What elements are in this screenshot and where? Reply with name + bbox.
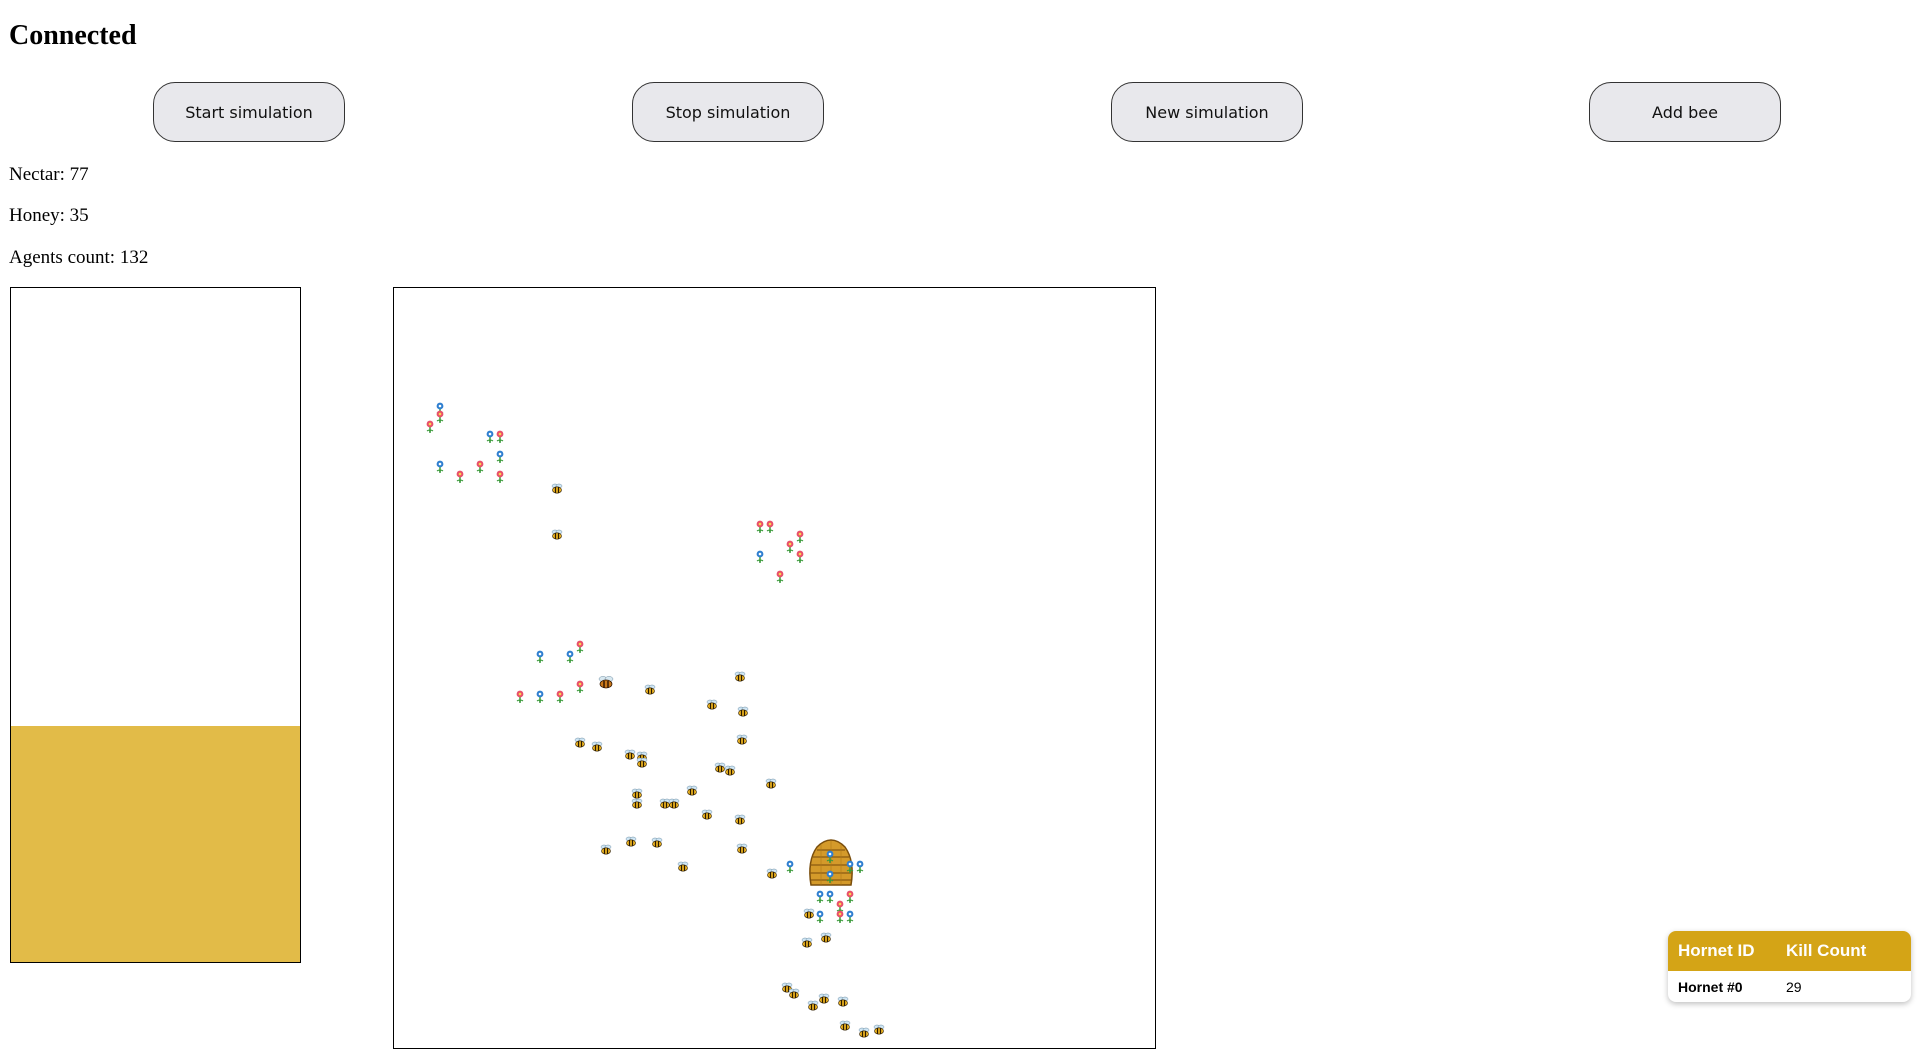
bee-icon — [807, 1000, 819, 1011]
flower-icon — [475, 459, 485, 474]
bee-icon — [706, 699, 718, 710]
new-simulation-button[interactable]: New simulation — [1111, 82, 1303, 142]
bee-icon — [873, 1024, 885, 1035]
bee-icon — [625, 836, 637, 847]
bee-icon — [788, 988, 800, 999]
flower-icon — [565, 649, 575, 664]
flower-icon — [495, 449, 505, 464]
flower-icon — [755, 549, 765, 564]
honey-level-fill — [11, 726, 300, 962]
bee-icon — [636, 757, 648, 768]
nectar-stat: Nectar: 77 — [9, 164, 89, 185]
flower-icon — [785, 539, 795, 554]
flower-icon — [835, 909, 845, 924]
bee-icon — [734, 671, 746, 682]
flower-icon — [535, 689, 545, 704]
stop-simulation-button[interactable]: Stop simulation — [632, 82, 824, 142]
flower-icon — [795, 529, 805, 544]
bee-icon — [820, 932, 832, 943]
flower-icon — [485, 429, 495, 444]
flower-icon — [435, 459, 445, 474]
beehive-icon — [809, 839, 853, 886]
hornet-icon — [598, 675, 614, 689]
bee-icon — [651, 837, 663, 848]
bee-icon — [837, 996, 849, 1007]
flower-icon — [495, 469, 505, 484]
bee-icon — [803, 908, 815, 919]
flower-icon — [425, 419, 435, 434]
simulation-field — [425, 401, 885, 1038]
flower-icon — [555, 689, 565, 704]
flower-icon — [845, 889, 855, 904]
bee-icon — [644, 684, 656, 695]
bee-icon — [574, 737, 586, 748]
bee-icon — [624, 749, 636, 760]
flower-icon — [765, 519, 775, 534]
bee-icon — [686, 785, 698, 796]
bee-icon — [591, 741, 603, 752]
agents-count-stat: Agents count: 132 — [9, 247, 149, 268]
flower-icon — [515, 689, 525, 704]
kill-count-header: Kill Count — [1786, 941, 1867, 960]
flower-icon — [455, 469, 465, 484]
bee-icon — [736, 843, 748, 854]
table-row: Hornet #0 29 — [1668, 971, 1911, 1002]
bee-icon — [737, 706, 749, 717]
bee-icon — [765, 778, 777, 789]
bee-icon — [600, 844, 612, 855]
honey-level-gauge — [10, 287, 301, 963]
bee-icon — [701, 809, 713, 820]
bee-icon — [766, 868, 778, 879]
flower-icon — [575, 679, 585, 694]
flower-icon — [855, 859, 865, 874]
flower-icon — [535, 649, 545, 664]
flower-icon — [435, 409, 445, 424]
hornet-id-cell: Hornet #0 — [1678, 978, 1743, 995]
hornet-id-header: Hornet ID — [1678, 941, 1755, 960]
flower-icon — [575, 639, 585, 654]
hornet-table-header: Hornet ID Kill Count — [1668, 931, 1911, 971]
bee-icon — [631, 798, 643, 809]
bee-icon — [551, 529, 563, 540]
flower-icon — [815, 889, 825, 904]
bee-icon — [551, 483, 563, 494]
bee-icon — [736, 734, 748, 745]
start-simulation-button[interactable]: Start simulation — [153, 82, 345, 142]
add-bee-button[interactable]: Add bee — [1589, 82, 1781, 142]
bee-icon — [714, 762, 726, 773]
connection-status-title: Connected — [9, 20, 137, 51]
bee-icon — [734, 814, 746, 825]
flower-icon — [795, 549, 805, 564]
honey-stat: Honey: 35 — [9, 205, 89, 226]
bee-icon — [631, 788, 643, 799]
simulation-canvas[interactable] — [393, 287, 1156, 1049]
flower-icon — [755, 519, 765, 534]
kill-count-cell: 29 — [1786, 978, 1802, 995]
bee-icon — [858, 1027, 870, 1038]
bee-icon — [668, 798, 680, 809]
flower-icon — [845, 909, 855, 924]
flower-icon — [495, 429, 505, 444]
bee-icon — [818, 993, 830, 1004]
bee-icon — [659, 798, 671, 809]
flower-icon — [825, 889, 835, 904]
bee-icon — [724, 765, 736, 776]
bee-icon — [801, 937, 813, 948]
bee-icon — [839, 1020, 851, 1031]
bee-icon — [677, 861, 689, 872]
flower-icon — [785, 859, 795, 874]
flower-icon — [815, 909, 825, 924]
flower-icon — [775, 569, 785, 584]
hornet-kill-table: Hornet ID Kill Count Hornet #0 29 — [1668, 931, 1911, 1002]
